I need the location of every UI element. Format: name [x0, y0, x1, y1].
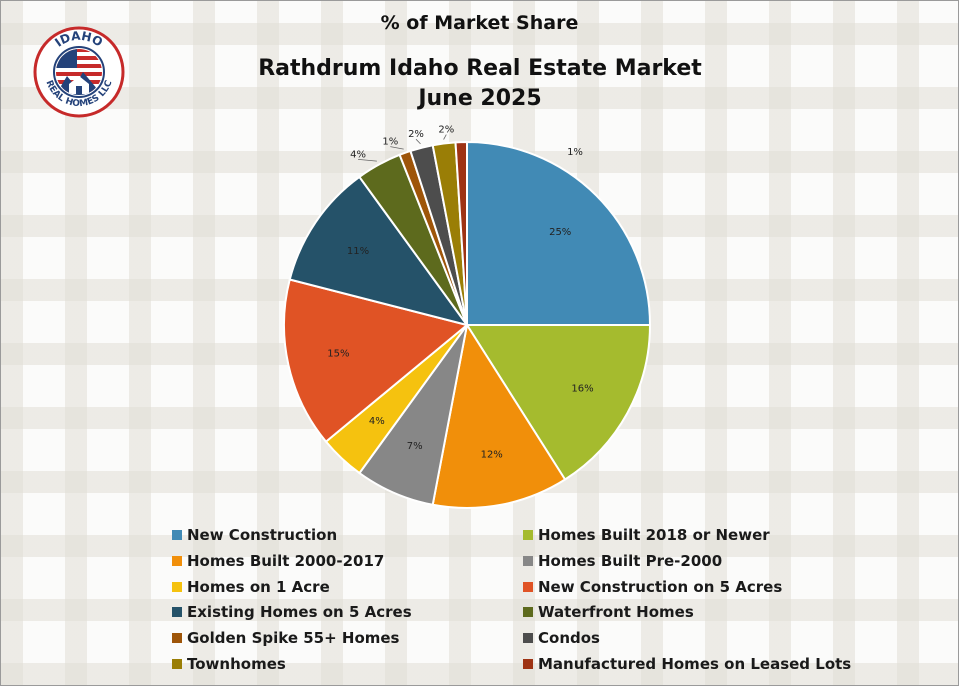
data-label-new-construction: 25% [549, 227, 571, 238]
leader-line-golden-spike-55-homes [390, 146, 404, 150]
logo-top-text: IDAHO [52, 29, 105, 50]
legend-swatch [523, 581, 533, 592]
pie-slice-new-construction-on-5-acres [283, 278, 470, 444]
data-label-waterfront-homes: 4% [350, 149, 366, 160]
data-label-existing-homes-on-5-acres: 11% [347, 246, 369, 257]
legend-label: New Construction on 5 Acres [538, 577, 783, 596]
pie-slice-homes-built-2000-2017 [431, 322, 567, 509]
leader-line-condos [415, 138, 421, 145]
legend-swatch [172, 633, 182, 644]
data-label-homes-built-2000-2017: 12% [481, 449, 503, 460]
legend-item-new-construction: New Construction [172, 525, 337, 545]
legend-label: Homes Built 2018 or Newer [538, 526, 770, 544]
data-label-new-construction-on-5-acres: 15% [327, 349, 349, 360]
legend-item-manufactured-homes-on-leased-lots: Manufactured Homes on Leased Lots [523, 654, 851, 674]
legend-label: New Construction [187, 526, 338, 544]
legend-swatch [523, 633, 533, 644]
pie-slice-new-construction [466, 140, 652, 326]
legend-swatch [172, 659, 182, 669]
legend-item-new-construction-on-5-acres: New Construction on 5 Acres [523, 577, 782, 597]
legend-item-homes-built-2000-2017: Homes Built 2000-2017 [172, 551, 384, 571]
legend-item-homes-built-pre-2000: Homes Built Pre-2000 [523, 551, 722, 571]
legend-label: Townhomes [187, 655, 286, 673]
legend-label: Homes on 1 Acre [187, 577, 330, 596]
legend-label: Condos [538, 629, 600, 648]
legend-swatch [523, 530, 533, 540]
legend-item-homes-on-1-acre: Homes on 1 Acre [172, 577, 330, 597]
data-label-townhomes: 2% [438, 125, 454, 136]
legend-label: Homes Built 2000-2017 [187, 551, 385, 570]
chart-title: Rathdrum Idaho Real Estate Market June 2… [180, 54, 780, 114]
data-label-homes-built-pre-2000: 7% [407, 441, 423, 452]
data-label-condos: 2% [408, 129, 424, 140]
legend-swatch [172, 607, 182, 618]
data-label-golden-spike-55-homes: 1% [382, 137, 398, 148]
pie-slice-manufactured-homes-on-leased-lots [454, 140, 468, 326]
legend-label: Homes Built Pre-2000 [538, 551, 723, 570]
legend-swatch [523, 659, 533, 669]
legend-label: Manufactured Homes on Leased Lots [538, 655, 852, 673]
chart-subtitle: % of Market Share [380, 12, 579, 34]
legend-item-condos: Condos [523, 628, 600, 648]
svg-text:IDAHO: IDAHO [52, 29, 105, 50]
legend-label: Waterfront Homes [538, 603, 694, 622]
legend-swatch [523, 555, 533, 566]
legend-label: Existing Homes on 5 Acres [187, 603, 412, 622]
leader-line-waterfront-homes [358, 159, 377, 162]
data-label-manufactured-homes-on-leased-lots: 1% [567, 147, 583, 158]
data-label-homes-built-2018-or-newer: 16% [571, 384, 593, 395]
pie-slice-homes-built-2018-or-newer [465, 324, 652, 481]
legend-swatch [523, 607, 533, 618]
chart-title-line2: June 2025 [418, 86, 542, 111]
legend-item-townhomes: Townhomes [172, 654, 286, 674]
data-label-homes-on-1-acre: 4% [369, 416, 385, 427]
legend-swatch [172, 581, 182, 592]
leader-line-townhomes [443, 134, 447, 140]
legend-swatch [172, 555, 182, 566]
idaho-real-homes-logo: IDAHO REAL HOMES LLC [33, 26, 125, 118]
legend-item-homes-built-2018-or-newer: Homes Built 2018 or Newer [523, 525, 770, 545]
legend-label: Golden Spike 55+ Homes [187, 629, 400, 648]
legend-item-existing-homes-on-5-acres: Existing Homes on 5 Acres [172, 602, 412, 622]
pie-slice-existing-homes-on-5-acres [288, 175, 470, 327]
legend-swatch [172, 530, 182, 540]
legend-item-golden-spike-55-homes: Golden Spike 55+ Homes [172, 628, 399, 648]
chart-title-line1: Rathdrum Idaho Real Estate Market [258, 56, 702, 81]
legend-item-waterfront-homes: Waterfront Homes [523, 602, 694, 622]
